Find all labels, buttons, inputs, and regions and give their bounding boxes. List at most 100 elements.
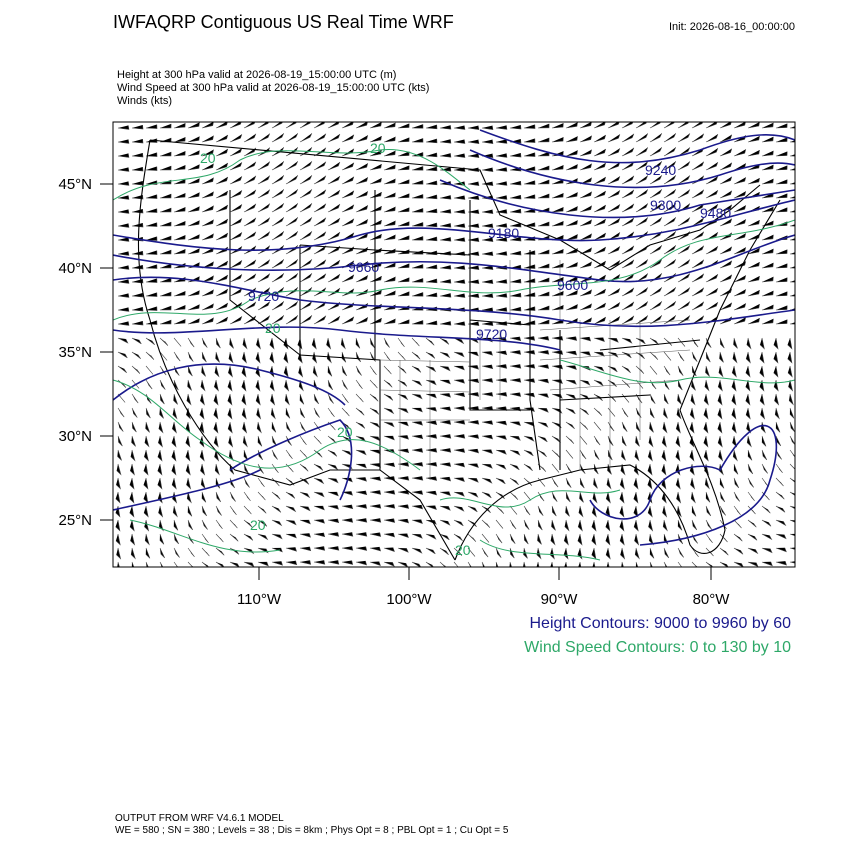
- wind-barb: [593, 204, 606, 213]
- wind-barb: [719, 533, 728, 543]
- wind-barb: [229, 274, 243, 283]
- wind-barb: [495, 392, 508, 397]
- wind-barb: [369, 561, 381, 566]
- wind-barb: [593, 232, 606, 241]
- wind-barb: [481, 505, 491, 514]
- wind-barb: [775, 193, 788, 199]
- wind-barb: [481, 561, 486, 567]
- wind-barb: [215, 274, 229, 283]
- wind-barb: [759, 337, 765, 350]
- wind-barb: [635, 217, 649, 227]
- wind-barb: [355, 463, 367, 469]
- wind-barb: [635, 301, 649, 311]
- wind-barb: [131, 561, 135, 567]
- wind-barb: [186, 477, 192, 490]
- wind-barb: [439, 279, 452, 284]
- wind-barb: [201, 163, 214, 171]
- wind-barb: [369, 490, 382, 495]
- wind-barb: [717, 393, 723, 406]
- wind-barb: [633, 491, 639, 504]
- wind-barb: [116, 463, 122, 476]
- wind-barb: [619, 491, 625, 504]
- wind-barb: [579, 219, 592, 227]
- wind-barb: [647, 449, 653, 462]
- wind-barb: [241, 365, 247, 378]
- wind-barb: [551, 263, 564, 269]
- wind-barb: [159, 221, 172, 227]
- wind-barb: [369, 247, 382, 255]
- wind-barb: [537, 519, 543, 531]
- wind-barb: [355, 393, 364, 403]
- wind-barb: [761, 290, 774, 297]
- wind-barb: [747, 303, 760, 311]
- wind-barb: [383, 351, 391, 361]
- wind-barb: [719, 288, 733, 297]
- wind-barb: [341, 246, 355, 255]
- wind-barb: [691, 245, 705, 255]
- wind-barb: [130, 449, 136, 462]
- wind-barb: [383, 561, 395, 567]
- wind-barb: [481, 463, 493, 469]
- wind-barb: [327, 147, 341, 157]
- wind-barb: [117, 279, 130, 284]
- wind-barb: [605, 519, 611, 532]
- wind-barb: [495, 251, 508, 256]
- wind-barb: [733, 191, 747, 199]
- wind-barb: [649, 203, 663, 213]
- wind-barb: [495, 279, 508, 284]
- wind-barb: [159, 249, 172, 255]
- wind-barb: [439, 293, 452, 298]
- wind-barb: [369, 177, 382, 185]
- wind-barb: [327, 518, 340, 524]
- wind-barb: [257, 505, 267, 514]
- wind-barb: [761, 449, 768, 461]
- wind-barb: [383, 518, 396, 523]
- wind-barb: [257, 533, 269, 541]
- wind-barb: [733, 177, 747, 185]
- wind-barb: [397, 504, 410, 509]
- wind-barb: [537, 179, 550, 185]
- wind-barb: [117, 307, 130, 312]
- wind-barb: [411, 222, 424, 227]
- wind-barb: [677, 365, 684, 376]
- wind-barb: [761, 304, 774, 311]
- wind-barb: [663, 365, 671, 376]
- contour-label: 20: [455, 542, 471, 558]
- wind-barb: [439, 533, 450, 541]
- wind-barb: [355, 407, 365, 416]
- wind-barb: [495, 364, 508, 369]
- wind-barb: [647, 477, 653, 490]
- wind-barb: [201, 289, 214, 297]
- wind-barb: [719, 505, 726, 516]
- wind-barb: [411, 180, 424, 185]
- wind-barb: [621, 122, 634, 129]
- wind-barb: [173, 337, 182, 347]
- wind-barb: [453, 406, 466, 411]
- wind-barb: [663, 203, 677, 213]
- wind-barb: [759, 393, 765, 406]
- wind-barb: [593, 463, 599, 475]
- wind-barb: [215, 491, 221, 503]
- lat-label: 25°N: [58, 512, 92, 529]
- wind-barb: [313, 491, 325, 498]
- wind-barb: [621, 147, 635, 157]
- wind-barb: [143, 477, 149, 490]
- wind-barb: [397, 319, 410, 325]
- wind-barb: [789, 505, 795, 510]
- wind-barb: [761, 122, 774, 129]
- wind-barb: [439, 491, 451, 496]
- wind-barb: [256, 421, 262, 434]
- wind-barb: [467, 392, 480, 397]
- wind-barb: [425, 124, 438, 130]
- wind-barb: [299, 273, 313, 283]
- wind-barb: [383, 435, 395, 441]
- wind-barb: [201, 135, 214, 143]
- wind-barb: [313, 203, 327, 213]
- wind-barb: [705, 245, 719, 255]
- wind-barb: [495, 561, 499, 567]
- wind-barb: [439, 505, 451, 511]
- wind-barb: [481, 265, 494, 270]
- wind-barb: [383, 337, 390, 348]
- wind-barb: [383, 178, 396, 185]
- wind-barb: [131, 152, 144, 158]
